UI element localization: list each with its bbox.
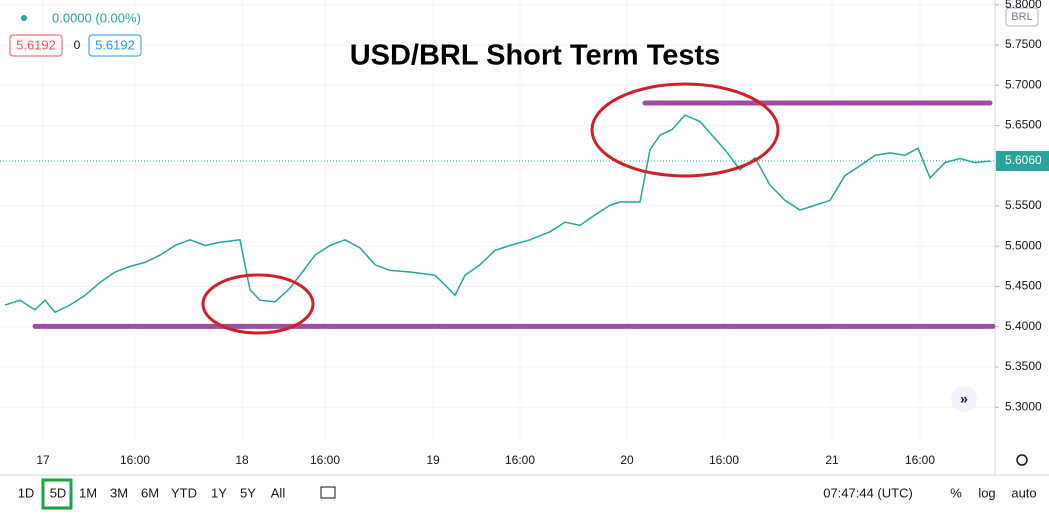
- range-button[interactable]: 3M: [110, 485, 128, 500]
- ask[interactable]: 5.6192: [95, 37, 135, 52]
- range-button[interactable]: All: [271, 485, 286, 500]
- currency[interactable]: BRL: [1011, 11, 1032, 23]
- scroll-icon[interactable]: »: [960, 391, 968, 407]
- bid[interactable]: 5.6192: [16, 37, 56, 52]
- x-tick-label: 18: [235, 453, 249, 467]
- y-tick-label: 5.6500: [1005, 118, 1042, 132]
- x-tick-label: 16:00: [120, 453, 150, 467]
- range-button[interactable]: 1M: [79, 485, 97, 500]
- range-button[interactable]: 1Y: [211, 485, 227, 500]
- y-tick-label: 5.5000: [1005, 238, 1042, 252]
- currency-box[interactable]: [1005, 7, 1039, 27]
- range-selected[interactable]: [41, 478, 73, 510]
- x-tick-label: 21: [825, 453, 839, 467]
- settings-icon[interactable]: [1016, 454, 1028, 466]
- price-line: [4, 114, 991, 314]
- x-tick-label: 19: [426, 453, 440, 467]
- last-price-box: [996, 150, 1049, 171]
- x-tick-label: 16:00: [310, 453, 340, 467]
- log-toggle[interactable]: log: [978, 485, 995, 500]
- x-tick-label: 16:00: [709, 453, 739, 467]
- range-button[interactable]: 5D: [50, 485, 67, 500]
- y-tick-label: 5.7000: [1005, 77, 1042, 91]
- x-tick-label: 16:00: [505, 453, 535, 467]
- ask-box[interactable]: [88, 34, 142, 57]
- range-button[interactable]: YTD: [171, 485, 197, 500]
- range-buttons: 1D 5D 1M 3M 6M YTD 1Y 5Y All: [18, 478, 286, 510]
- highlight-ellipse: [590, 82, 780, 178]
- status-dot: [21, 15, 27, 21]
- y-tick-label: 5.3500: [1005, 359, 1042, 373]
- last-price-label: 5.6060: [1005, 153, 1042, 167]
- range-button[interactable]: 6M: [141, 485, 159, 500]
- clock: 07:47:44 (UTC): [823, 485, 913, 500]
- y-tick-label: 5.5500: [1005, 198, 1042, 212]
- y-tick-label: 5.4000: [1005, 319, 1042, 333]
- compare-icon[interactable]: [320, 486, 336, 499]
- y-tick-label: 5.8000: [1005, 0, 1042, 11]
- x-tick-label: 20: [620, 453, 634, 467]
- x-tick-label: 17: [36, 453, 50, 467]
- scroll-button[interactable]: [951, 386, 977, 412]
- y-tick-label: 5.4500: [1005, 279, 1042, 293]
- range-button[interactable]: 5Y: [240, 485, 256, 500]
- change: 0.0000 (0.00%): [52, 10, 141, 25]
- x-tick-label: 16:00: [905, 453, 935, 467]
- spread: 0: [74, 38, 81, 52]
- percent-toggle[interactable]: %: [950, 485, 962, 500]
- chart-title: USD/BRL Short Term Tests: [350, 40, 721, 72]
- range-button[interactable]: 1D: [18, 485, 35, 500]
- y-tick-label: 5.3000: [1005, 399, 1042, 413]
- plot: [0, 0, 996, 440]
- auto-toggle[interactable]: auto: [1011, 485, 1036, 500]
- y-tick-label: 5.7500: [1005, 37, 1042, 51]
- highlight-ellipse: [201, 273, 315, 335]
- bid-box[interactable]: [9, 34, 63, 57]
